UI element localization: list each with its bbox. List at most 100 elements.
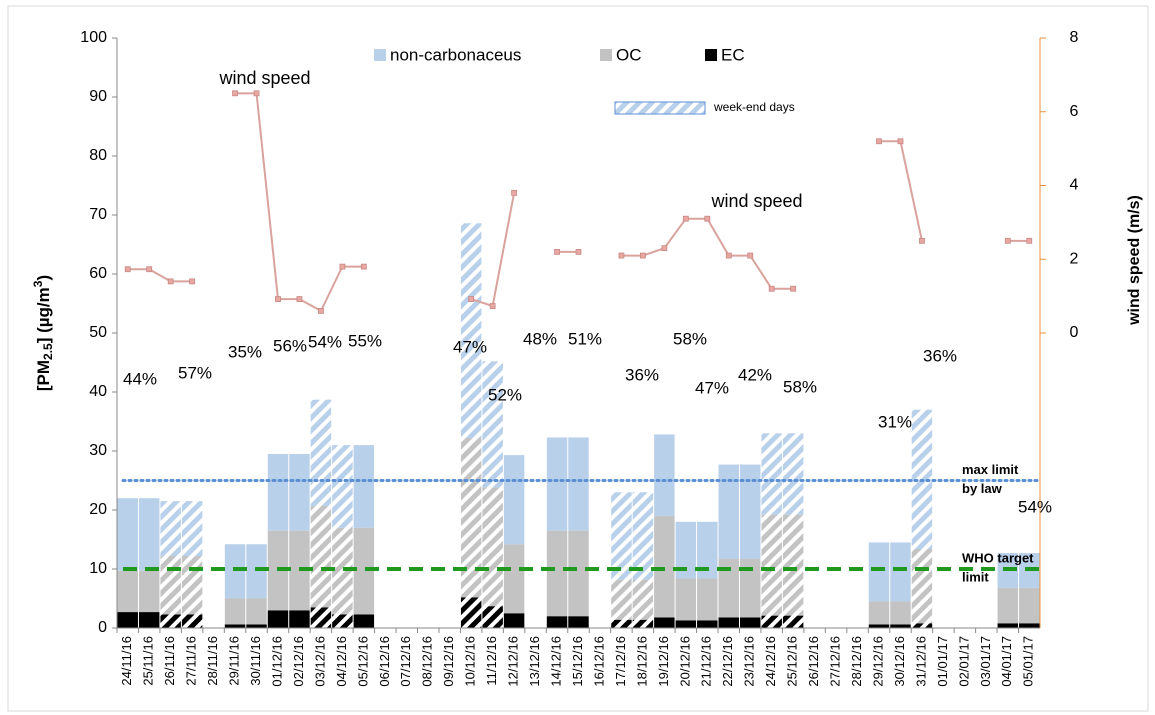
wind-marker: [1026, 237, 1033, 244]
bar-segment: [632, 579, 654, 620]
percent-label: 42%: [738, 365, 772, 384]
percent-label: 56%: [273, 336, 307, 355]
percent-label: 44%: [123, 369, 157, 388]
x-tick-label: 26/12/16: [806, 636, 821, 687]
wind-marker: [189, 278, 196, 285]
bar-segment: [761, 615, 782, 628]
percent-label: 52%: [488, 385, 522, 404]
x-tick-label: 05/12/16: [355, 636, 370, 687]
bar-segment: [138, 612, 160, 628]
bar-segment: [546, 437, 568, 531]
wind-marker: [489, 303, 496, 309]
bar-segment: [611, 492, 632, 580]
x-tick-label: 29/11/16: [226, 636, 241, 686]
bar-segment: [697, 620, 718, 628]
y-title-sub: 2.5: [41, 343, 55, 360]
wind-marker: [167, 278, 174, 285]
series-annotation: wind speed: [218, 68, 310, 88]
bar-segment: [181, 501, 203, 557]
x-tick-label: 29/12/16: [870, 636, 885, 687]
x-tick-label: 12/12/16: [506, 636, 521, 687]
wind-marker: [704, 215, 711, 222]
y2-tick-label: 2: [1070, 250, 1079, 267]
bar-segment: [568, 437, 589, 531]
x-tick-label: 06/12/16: [377, 636, 392, 687]
y2-tick-label: 6: [1070, 103, 1079, 120]
bar-segment: [353, 614, 375, 628]
bar-segment: [697, 578, 718, 621]
x-tick-label: 13/12/16: [527, 636, 542, 687]
x-tick-label: 07/12/16: [398, 636, 413, 687]
x-tick-label: 23/12/16: [742, 636, 757, 687]
bar-segment: [460, 597, 482, 628]
wind-marker: [768, 285, 775, 292]
bar-segment: [568, 616, 589, 628]
wind-marker: [468, 296, 475, 302]
y-tick-label: 60: [89, 265, 107, 282]
x-tick-label: 28/12/16: [849, 636, 864, 687]
legend-weekend-label: week-end days: [713, 100, 795, 114]
wind-marker: [790, 285, 797, 292]
percent-label: 54%: [308, 332, 342, 351]
y-tick-label: 10: [89, 560, 107, 577]
wind-marker: [919, 237, 925, 244]
bar-segment: [246, 544, 267, 599]
bar-segment: [503, 455, 525, 545]
x-tick-label: 01/12/16: [269, 636, 284, 687]
x-tick-label: 10/12/16: [463, 636, 478, 687]
bar-segment: [117, 570, 138, 613]
wind-line: [127, 92, 1030, 313]
bar-segment: [868, 624, 890, 628]
wind-marker: [253, 90, 260, 97]
wind-marker: [146, 266, 153, 273]
wind-marker: [339, 263, 346, 270]
bar-segment: [739, 464, 761, 559]
percent-label: 31%: [878, 412, 912, 431]
bar-segment: [654, 515, 675, 618]
y-title-part: ] (µg/m: [34, 287, 53, 343]
x-tick-label: 03/12/16: [312, 636, 327, 687]
bar-segment: [890, 624, 911, 628]
bar-segment: [739, 558, 761, 618]
bar-segment: [460, 438, 482, 598]
bar-segment: [611, 619, 632, 628]
bar-segment: [761, 514, 782, 616]
legend-weekend-swatch: [614, 101, 706, 115]
bar-segment: [160, 501, 181, 557]
bar-segment: [611, 579, 632, 620]
bar-segment: [718, 558, 739, 618]
bar-segment: [546, 530, 568, 617]
bar-segment: [546, 616, 568, 628]
x-tick-label: 17/12/16: [613, 636, 628, 687]
percent-label: 58%: [783, 377, 817, 396]
x-tick-label: 27/11/16: [184, 636, 199, 686]
legend-swatch: [600, 49, 612, 61]
bar-segment: [289, 453, 310, 531]
bar-segment: [289, 610, 310, 628]
x-tick-label: 18/12/16: [634, 636, 649, 687]
legend-swatch: [705, 49, 717, 61]
percent-label: 51%: [568, 329, 602, 348]
wind-marker: [318, 307, 324, 314]
x-tick-label: 02/12/16: [291, 636, 306, 687]
percent-label: 36%: [625, 365, 659, 384]
x-tick-label: 24/12/16: [763, 636, 778, 687]
bar-segment: [117, 498, 138, 571]
bar-segment: [482, 361, 503, 488]
x-tick-label: 21/12/16: [699, 636, 714, 687]
y-tick-label: 0: [98, 619, 107, 636]
series-annotation: wind speed: [710, 191, 802, 211]
wind-marker: [682, 215, 689, 222]
legend-swatch: [374, 49, 386, 61]
x-tick-label: 04/12/16: [334, 636, 349, 687]
y-tick-label: 40: [89, 383, 107, 400]
bar-segment: [332, 614, 353, 628]
bar-segment: [310, 505, 332, 608]
bar-segment: [310, 607, 332, 628]
bar-segment: [739, 617, 761, 628]
bar-segment: [503, 613, 525, 628]
bar-segment: [332, 445, 353, 528]
y2-tick-label: 8: [1070, 29, 1079, 46]
bar-segment: [117, 612, 138, 628]
x-tick-label: 05/01/17: [1021, 636, 1036, 687]
